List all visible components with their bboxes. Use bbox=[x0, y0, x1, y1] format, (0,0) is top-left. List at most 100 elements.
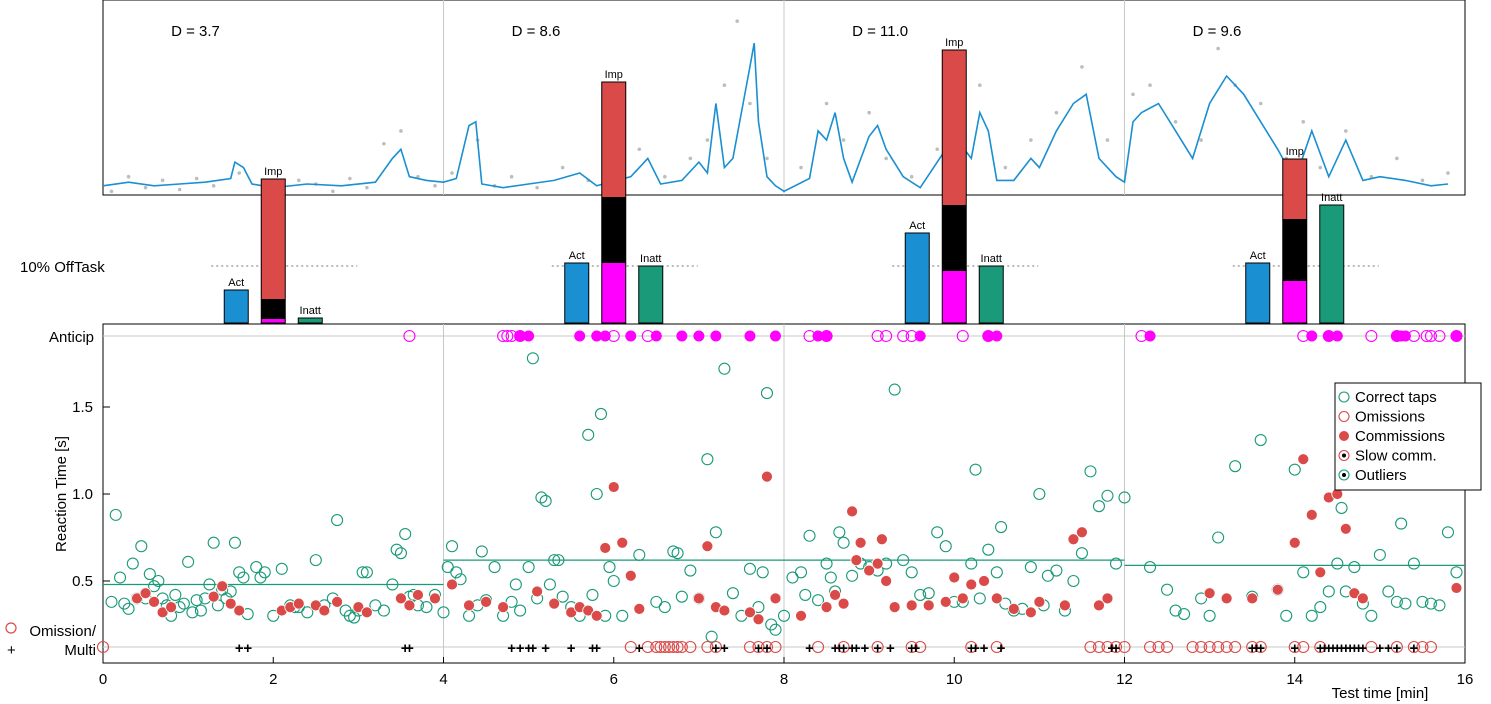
raw-point bbox=[1131, 92, 1135, 97]
anticip-filled-point bbox=[1144, 330, 1156, 342]
anticip-open-point bbox=[1424, 329, 1437, 343]
commission-point bbox=[1288, 536, 1301, 549]
correct-tap-point bbox=[237, 571, 250, 584]
commission-point bbox=[318, 604, 331, 617]
imp-bar-magenta bbox=[942, 271, 967, 323]
multi-plus-mark: + bbox=[712, 640, 721, 657]
correct-tap-point bbox=[888, 383, 901, 396]
omission-point bbox=[1186, 640, 1199, 654]
x-tick-label: 16 bbox=[1457, 671, 1474, 688]
raw-point bbox=[705, 138, 710, 142]
multi-plus-mark: + bbox=[848, 640, 857, 657]
correct-tap-point bbox=[207, 536, 220, 549]
raw-point bbox=[748, 101, 752, 106]
multi-plus-mark: + bbox=[1320, 640, 1329, 657]
multi-plus-mark: + bbox=[1384, 640, 1393, 657]
multi-plus-mark: + bbox=[1354, 640, 1363, 657]
correct-tap-point bbox=[1041, 569, 1054, 582]
raw-point bbox=[1105, 138, 1110, 142]
legend-label: Commissions bbox=[1355, 428, 1445, 445]
commission-point bbox=[548, 597, 561, 610]
imp-label: Imp bbox=[1286, 146, 1304, 158]
raw-point bbox=[824, 101, 829, 106]
correct-tap-point bbox=[445, 540, 459, 553]
multi-plus-mark: + bbox=[1252, 640, 1261, 657]
correct-tap-point bbox=[1365, 609, 1378, 622]
correct-tap-point bbox=[607, 574, 620, 588]
raw-point bbox=[237, 171, 241, 175]
commission-point bbox=[692, 592, 705, 605]
correct-tap-point bbox=[514, 604, 527, 617]
commission-point bbox=[888, 601, 901, 613]
y-tick-label: 1.0 bbox=[72, 486, 93, 503]
correct-tap-point bbox=[203, 578, 216, 591]
correct-tap-point bbox=[1399, 597, 1412, 610]
correct-tap-point bbox=[462, 609, 476, 622]
correct-tap-point bbox=[616, 609, 629, 622]
legend-marker-correct bbox=[1338, 391, 1350, 403]
correct-tap-point bbox=[552, 554, 565, 567]
correct-tap-point bbox=[1169, 604, 1182, 617]
imp-bar-black bbox=[601, 197, 626, 263]
correct-tap-point bbox=[505, 595, 518, 608]
commission-point bbox=[1076, 526, 1088, 539]
omission-point bbox=[671, 640, 684, 654]
imp-bar-outline bbox=[260, 178, 286, 324]
imp-bar-red bbox=[1282, 159, 1307, 219]
imp-bar-black bbox=[942, 205, 967, 271]
correct-tap-point bbox=[1118, 491, 1131, 504]
correct-tap-point bbox=[1075, 547, 1088, 560]
anticip-filled-point bbox=[514, 330, 526, 342]
multi-plus-mark: + bbox=[831, 640, 840, 657]
commission-point bbox=[616, 536, 629, 549]
commission-point bbox=[761, 470, 773, 483]
omission-point bbox=[701, 640, 714, 654]
commission-point bbox=[1339, 522, 1352, 535]
omission-legend-marker bbox=[5, 622, 17, 634]
commission-point bbox=[837, 597, 850, 610]
inatt-label: Inatt bbox=[300, 305, 321, 317]
multi-plus-mark: + bbox=[1375, 640, 1384, 657]
omission-point bbox=[1092, 640, 1106, 654]
omission-point bbox=[1161, 640, 1174, 654]
commission-point bbox=[156, 606, 169, 619]
raw-point bbox=[841, 138, 846, 142]
correct-tap-point bbox=[1373, 548, 1386, 561]
omission-point bbox=[641, 640, 654, 654]
correct-tap-point bbox=[1212, 531, 1225, 544]
correct-tap-point bbox=[105, 595, 118, 608]
imp-label: Imp bbox=[264, 166, 282, 178]
commission-point bbox=[1024, 606, 1037, 619]
raw-point bbox=[735, 19, 739, 23]
multi-plus-mark: + bbox=[1316, 640, 1325, 657]
y-axis-label: Reaction Time [s] bbox=[53, 436, 70, 552]
correct-tap-point bbox=[833, 526, 846, 539]
raw-point bbox=[977, 83, 982, 87]
omission-point bbox=[1229, 640, 1242, 654]
x-tick-label: 0 bbox=[99, 671, 107, 688]
multi-plus-mark: + bbox=[907, 640, 916, 657]
correct-tap-point bbox=[1424, 597, 1437, 610]
omission-point bbox=[837, 640, 850, 654]
correct-tap-point bbox=[394, 547, 407, 560]
commission-point bbox=[1203, 587, 1216, 600]
anticip-filled-point bbox=[982, 330, 994, 342]
commission-point bbox=[599, 542, 612, 554]
correct-tap-point bbox=[186, 606, 199, 619]
commission-point bbox=[1348, 587, 1361, 600]
correct-tap-point bbox=[1433, 599, 1446, 612]
commission-point bbox=[880, 575, 893, 587]
raw-point bbox=[1029, 138, 1033, 142]
correct-tap-point bbox=[1382, 585, 1395, 598]
correct-tap-point bbox=[973, 592, 986, 605]
x-tick-label: 12 bbox=[1116, 671, 1133, 688]
correct-tap-point bbox=[939, 540, 952, 553]
omission-point bbox=[990, 640, 1003, 654]
correct-tap-point bbox=[122, 602, 135, 615]
correct-tap-point bbox=[360, 566, 373, 579]
correct-tap-point bbox=[846, 569, 859, 582]
correct-tap-point bbox=[905, 566, 918, 579]
correct-tap-point bbox=[582, 428, 595, 441]
act-bar bbox=[904, 232, 930, 324]
correct-tap-point bbox=[1033, 487, 1046, 501]
